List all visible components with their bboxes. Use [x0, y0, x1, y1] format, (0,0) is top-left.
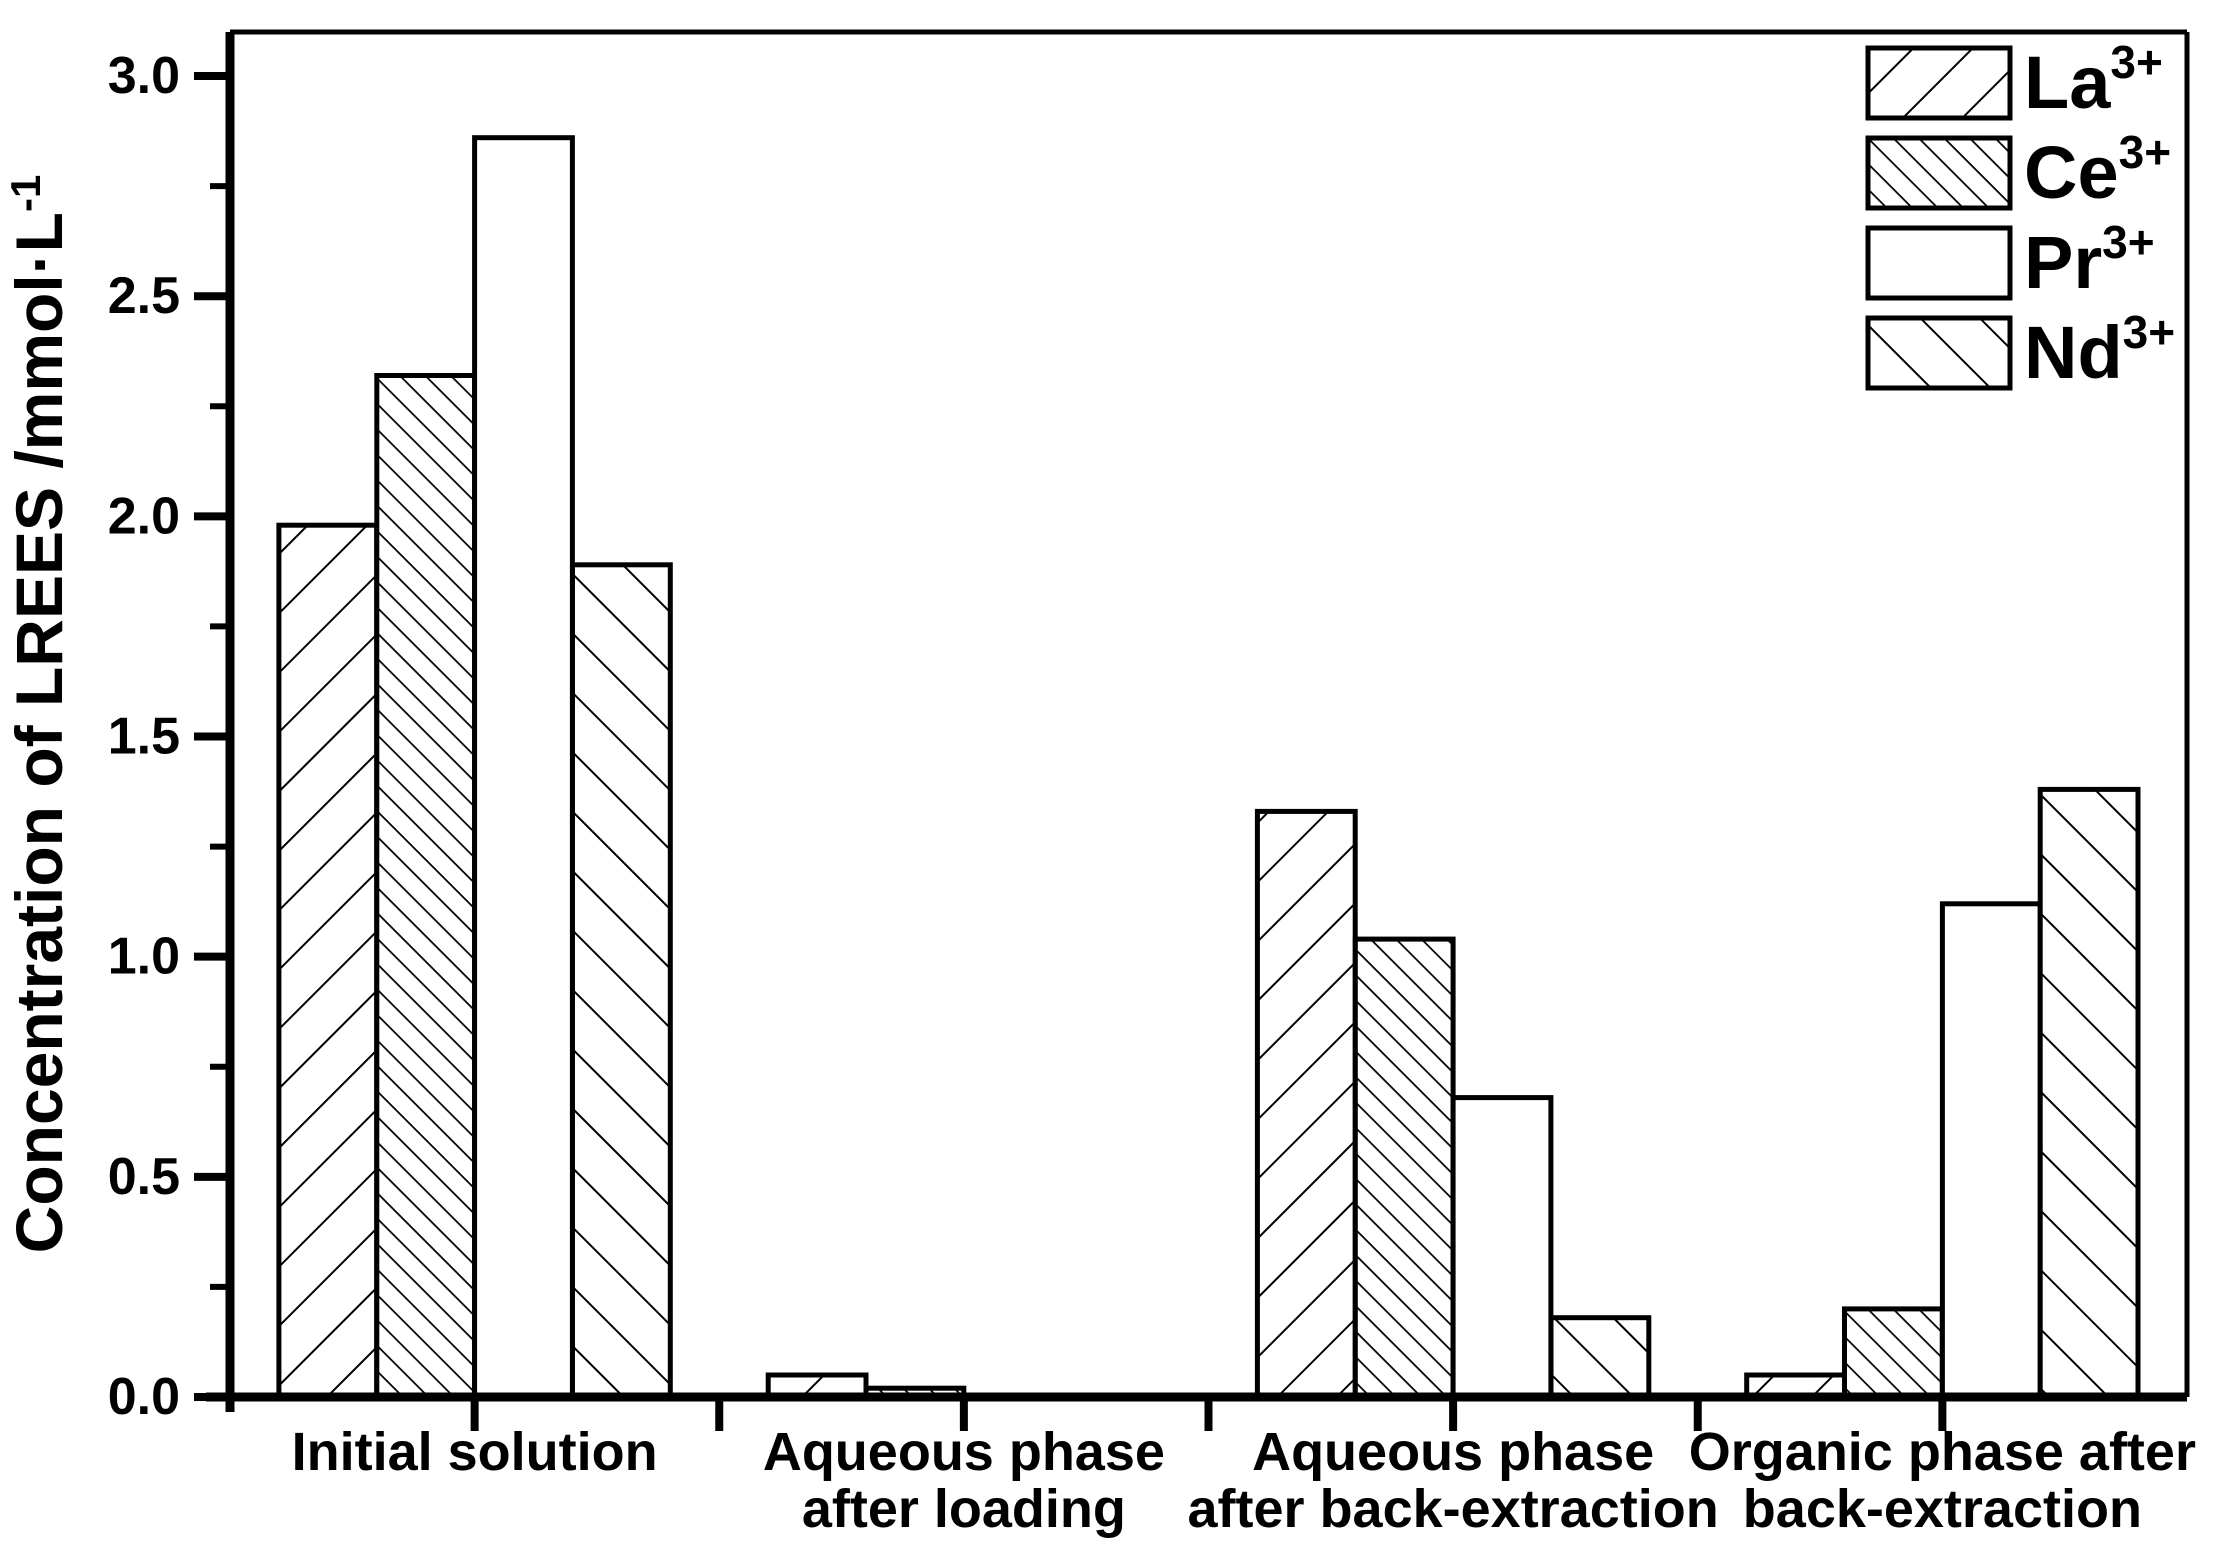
legend-label-nd: Nd3+ [2024, 306, 2175, 394]
legend: La3+Ce3+Pr3+Nd3+ [1865, 36, 2175, 394]
x-category-label: after back-extraction [1188, 1479, 1719, 1539]
legend-swatch-nd [1865, 315, 2013, 391]
ticks-group [194, 72, 1947, 1431]
bar-nd-cat1 [570, 562, 673, 1400]
bar-pr-cat1 [472, 135, 575, 1400]
legend-swatch-la [1865, 45, 2013, 121]
bar-nd-cat4 [2037, 786, 2141, 1400]
x-category-label: Aqueous phase [763, 1422, 1165, 1482]
tick-labels-group: 0.0 0.5 1.0 1.5 2.0 2.5 3.0 [108, 47, 180, 1426]
y-tick-label: 0.0 [108, 1368, 180, 1426]
bar-nd-cat3 [1548, 1315, 1652, 1400]
y-tick-label: 1.0 [108, 928, 180, 986]
legend-label-pr: Pr3+ [2024, 216, 2155, 304]
x-category-label: Organic phase after [1689, 1422, 2196, 1482]
y-tick-label: 2.5 [108, 267, 180, 325]
y-tick-label: 0.5 [108, 1148, 180, 1206]
y-axis-title: Concentration of LREES /mmol·L-1 [2, 175, 76, 1254]
x-category-label: Aqueous phase [1252, 1422, 1654, 1482]
y-tick-label: 1.5 [108, 708, 180, 766]
bars-group [276, 135, 2141, 1400]
legend-swatch-ce [1865, 135, 2013, 211]
x-category-label: after loading [802, 1479, 1126, 1539]
legend-label-ce: Ce3+ [2024, 126, 2171, 214]
bar-la-cat3 [1254, 808, 1358, 1400]
bar-ce-cat1 [374, 373, 478, 1400]
x-category-label: back-extraction [1743, 1479, 2142, 1539]
bar-ce-cat3 [1352, 936, 1456, 1400]
bar-ce-cat4 [1842, 1306, 1945, 1400]
bar-pr-cat3 [1450, 1095, 1554, 1400]
legend-label-la: La3+ [2024, 36, 2163, 124]
y-tick-label: 3.0 [108, 47, 180, 105]
legend-swatch-pr [1865, 225, 2013, 301]
bar-la-cat1 [276, 522, 380, 1400]
bar-pr-cat4 [1939, 901, 2043, 1400]
y-tick-label: 2.0 [108, 487, 180, 545]
x-category-label: Initial solution [292, 1422, 658, 1482]
